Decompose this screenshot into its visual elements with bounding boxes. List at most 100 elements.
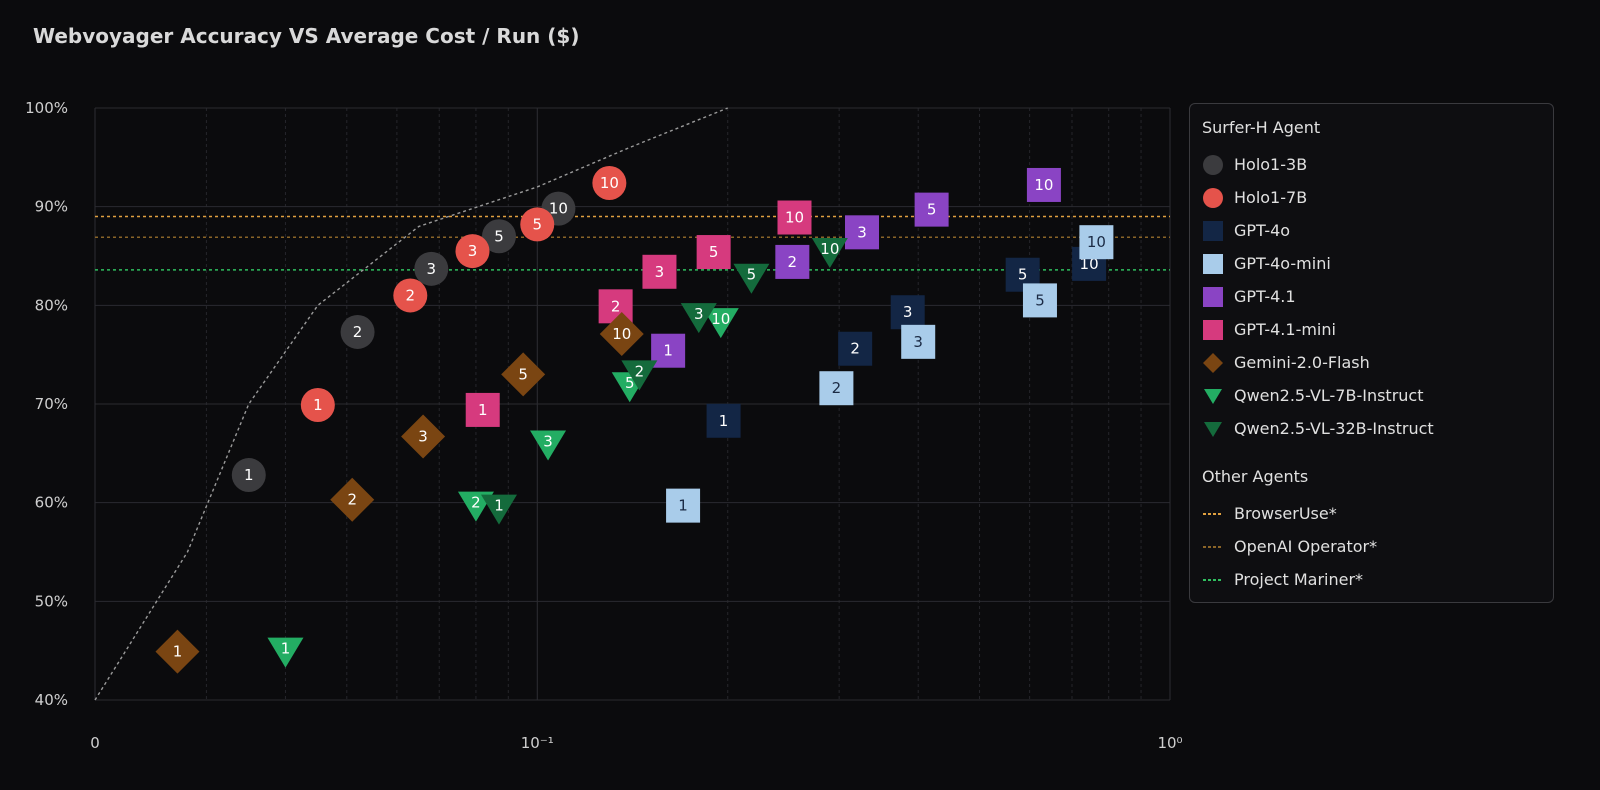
legend-label: Qwen2.5-VL-32B-Instruct [1234, 419, 1434, 438]
marker-square [777, 200, 812, 235]
marker-square [465, 392, 500, 427]
point-label: 3 [543, 432, 553, 450]
legend-label: Qwen2.5-VL-7B-Instruct [1234, 386, 1424, 405]
marker-triangle-down [267, 637, 304, 668]
point-holo1-3b: 3 [414, 251, 449, 286]
point-label: 1 [663, 342, 673, 360]
point-label: 2 [832, 379, 842, 397]
legend-item[interactable]: GPT-4.1 [1202, 280, 1541, 313]
marker-diamond [599, 311, 644, 356]
point-label: 1 [719, 412, 729, 430]
reference-lines [95, 215, 1170, 271]
grid [94, 107, 1171, 701]
point-label: 3 [694, 305, 704, 323]
legend-marker [1203, 286, 1223, 307]
point-label: 3 [903, 303, 913, 321]
marker-circle [414, 251, 449, 286]
point-label: 5 [927, 201, 937, 219]
point-gpt-4-1: 5 [914, 192, 949, 227]
marker-circle [300, 387, 335, 422]
point-label: 10 [1087, 233, 1106, 251]
point-label: 2 [353, 323, 363, 341]
point-holo1-3b: 2 [340, 314, 375, 349]
marker-triangle-down [702, 308, 739, 339]
legend-label: GPT-4o-mini [1234, 254, 1331, 273]
point-label: 1 [313, 396, 323, 414]
data-points: 1235101235101235101235101235101235101235… [155, 165, 1114, 674]
legend-item[interactable]: BrowserUse* [1202, 497, 1541, 530]
legend-square-icon [1202, 220, 1224, 242]
point-gpt-4-1-mini: 10 [777, 200, 812, 235]
legend-label: BrowserUse* [1234, 504, 1337, 523]
legend-dotted-line-icon [1202, 569, 1224, 591]
legend-label: GPT-4o [1234, 221, 1291, 240]
legend-item[interactable]: GPT-4o-mini [1202, 247, 1541, 280]
legend-group-other: Other Agents [1202, 467, 1309, 486]
point-label: 5 [625, 374, 635, 392]
legend-dotted-line-icon [1202, 503, 1224, 525]
legend-item[interactable]: Gemini-2.0-Flash [1202, 346, 1541, 379]
point-label: 3 [418, 428, 428, 446]
point-label: 5 [518, 365, 528, 383]
point-label: 5 [494, 227, 504, 245]
legend-item[interactable]: GPT-4o [1202, 214, 1541, 247]
legend-item[interactable]: GPT-4.1-mini [1202, 313, 1541, 346]
point-label: 1 [678, 497, 688, 515]
marker-circle [592, 165, 627, 200]
point-label: 1 [281, 640, 291, 658]
x-tick-label: 10⁰ [1157, 734, 1182, 752]
legend-item[interactable]: Qwen2.5-VL-32B-Instruct [1202, 412, 1541, 445]
point-label: 1 [494, 497, 504, 515]
y-tick-label: 80% [35, 296, 68, 314]
legend-diamond-icon [1202, 352, 1224, 374]
marker-circle [520, 207, 555, 242]
marker-square [696, 235, 731, 270]
marker-circle [455, 234, 490, 269]
point-gpt-4o-mini: 5 [1022, 283, 1057, 318]
legend-square-icon [1202, 253, 1224, 275]
point-holo1-7b: 3 [455, 234, 490, 269]
legend-item[interactable]: Holo1-3B [1202, 148, 1541, 181]
point-qwen2-5-vl-32b-instruct: 3 [680, 303, 717, 334]
legend-label: GPT-4.1-mini [1234, 320, 1336, 339]
legend-label: Gemini-2.0-Flash [1234, 353, 1370, 372]
point-label: 2 [406, 286, 416, 304]
marker-triangle-down [680, 303, 717, 334]
legend-triangle-down-icon [1202, 418, 1224, 440]
legend-item[interactable]: OpenAI Operator* [1202, 530, 1541, 563]
point-label: 5 [1018, 266, 1028, 284]
legend-item[interactable]: Project Mariner* [1202, 563, 1541, 596]
point-label: 3 [427, 260, 437, 278]
legend-dotted-line-icon [1202, 536, 1224, 558]
legend-group-surfer: Surfer-H Agent [1202, 118, 1321, 137]
y-tick-label: 40% [35, 691, 68, 709]
y-tick-label: 100% [25, 99, 68, 117]
point-gpt-4-1-mini: 3 [642, 254, 677, 289]
legend-marker [1204, 388, 1222, 404]
legend-marker [1203, 187, 1223, 208]
point-label: 2 [347, 491, 357, 509]
legend-label: Project Mariner* [1234, 570, 1364, 589]
point-gemini-2-0-flash: 10 [599, 311, 644, 356]
legend-item[interactable]: Holo1-7B [1202, 181, 1541, 214]
legend-label: Holo1-3B [1234, 155, 1308, 174]
legend-marker [1203, 253, 1223, 274]
point-qwen2-5-vl-32b-instruct: 10 [811, 238, 848, 269]
legend-circle-icon [1202, 154, 1224, 176]
legend-label: OpenAI Operator* [1234, 537, 1378, 556]
legend-marker [1203, 220, 1223, 241]
legend-square-icon [1202, 319, 1224, 341]
legend-item[interactable]: Qwen2.5-VL-7B-Instruct [1202, 379, 1541, 412]
marker-circle [481, 219, 516, 254]
point-label: 5 [1035, 291, 1045, 309]
point-gemini-2-0-flash: 3 [401, 414, 446, 459]
point-gpt-4-1: 10 [1026, 167, 1061, 202]
legend-label: Holo1-7B [1234, 188, 1308, 207]
point-holo1-7b: 10 [592, 165, 627, 200]
point-gpt-4o: 2 [838, 331, 873, 366]
point-label: 1 [244, 466, 254, 484]
point-holo1-3b: 5 [481, 219, 516, 254]
marker-square [1026, 167, 1061, 202]
y-tick-label: 70% [35, 395, 68, 413]
point-gemini-2-0-flash: 1 [155, 629, 200, 674]
